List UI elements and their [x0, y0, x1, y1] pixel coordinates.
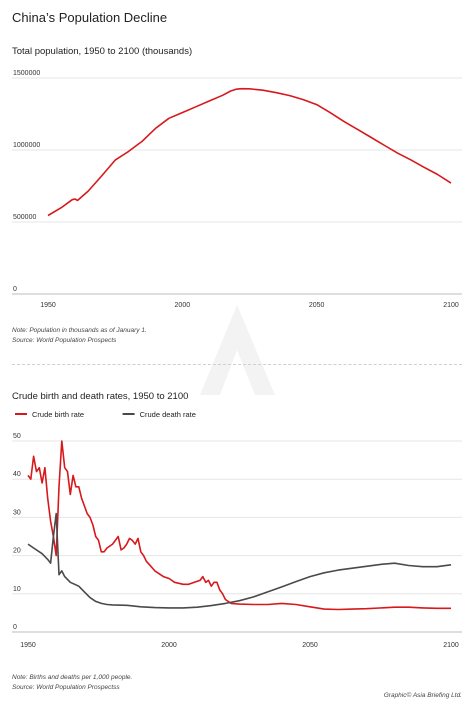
- rates-x-tick-label: 2050: [302, 642, 318, 649]
- population-x-tick-label: 1950: [40, 302, 56, 309]
- population-y-tick-label: 500000: [13, 214, 36, 221]
- rates-x-tick-label: 2100: [443, 642, 459, 649]
- section-divider: [12, 364, 462, 365]
- rates-y-tick-label: 50: [13, 433, 21, 440]
- population-chart-notes: Note: Population in thousands as of Janu…: [12, 326, 147, 346]
- crude-death-rate-line: [27, 512, 452, 609]
- legend-label-crude-birth-rate: Crude birth rate: [32, 410, 84, 419]
- crude-birth-rate-line: [27, 440, 451, 611]
- rates-y-tick-label: 10: [13, 586, 21, 593]
- population-x-tick-label: 2050: [309, 302, 325, 309]
- population-line: [47, 87, 452, 217]
- rates-y-tick-label: 30: [13, 509, 21, 516]
- population-note: Note: Population in thousands as of Janu…: [12, 327, 147, 334]
- population-source: Source: World Population Prospects: [12, 337, 117, 344]
- rates-y-tick-label: 40: [13, 471, 21, 478]
- page-title: China’s Population Decline: [12, 10, 168, 25]
- legend-label-crude-death-rate: Crude death rate: [140, 410, 196, 419]
- rates-y-tick-label: 0: [13, 624, 17, 631]
- graphic-credit: Graphic© Asia Briefing Ltd.: [383, 692, 462, 699]
- rates-chart-title: Crude birth and death rates, 1950 to 210…: [12, 391, 189, 402]
- rates-x-tick-label: 1950: [20, 642, 36, 649]
- rates-note: Note: Births and deaths per 1,000 people…: [12, 674, 133, 681]
- rates-y-tick-label: 20: [13, 548, 21, 555]
- rates-x-tick-label: 2000: [161, 642, 177, 649]
- population-y-tick-label: 0: [13, 286, 17, 293]
- population-y-tick-label: 1000000: [13, 142, 40, 149]
- watermark-logo: [200, 305, 275, 395]
- rates-chart-notes: Note: Births and deaths per 1,000 people…: [12, 673, 132, 693]
- population-y-tick-label: 1500000: [13, 70, 40, 77]
- population-x-tick-label: 2100: [443, 302, 459, 309]
- rates-source: Source: World Population Prospectss: [12, 684, 120, 691]
- population-chart-title: Total population, 1950 to 2100 (thousand…: [12, 46, 193, 57]
- population-x-tick-label: 2000: [175, 302, 191, 309]
